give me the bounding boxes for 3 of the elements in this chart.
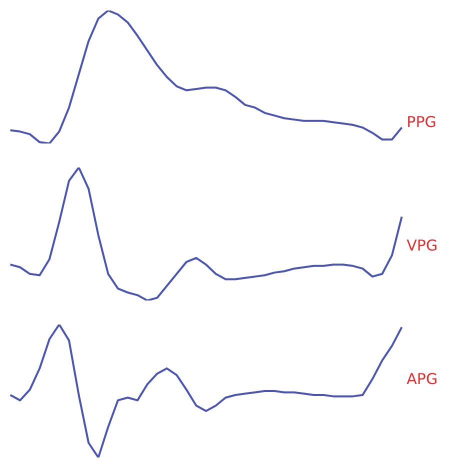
series-label: APG [406, 370, 438, 388]
series-label: PPG [406, 113, 436, 132]
series-label: VPG [406, 236, 438, 254]
